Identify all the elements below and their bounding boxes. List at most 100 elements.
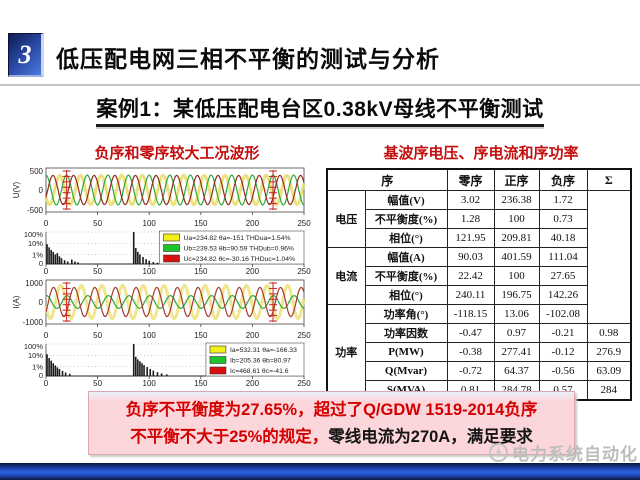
svg-text:50: 50 bbox=[93, 219, 102, 228]
svg-text:150: 150 bbox=[194, 219, 208, 228]
table-row: P(MW) -0.38 277.41 -0.12 276.9 bbox=[327, 342, 632, 362]
table-cell: -0.21 bbox=[538, 323, 588, 343]
table-cell: 3.02 bbox=[446, 190, 495, 210]
sum-cell: 0.98 bbox=[586, 323, 632, 343]
table-cell: 142.26 bbox=[538, 285, 588, 305]
table-header: 零序 bbox=[446, 168, 495, 191]
svg-text:150: 150 bbox=[194, 379, 208, 388]
svg-text:1000: 1000 bbox=[25, 279, 43, 288]
voltage-spectrum: 100%10%1%0Ua=234.82 θa=-151 THDua=1.54%U… bbox=[24, 230, 311, 276]
table-cell: 240.11 bbox=[446, 285, 495, 305]
svg-text:Ua=234.82 θa=-151 THDua=1.54%: Ua=234.82 θa=-151 THDua=1.54% bbox=[184, 235, 291, 242]
svg-text:10%: 10% bbox=[28, 239, 43, 248]
svg-text:200: 200 bbox=[246, 379, 260, 388]
conclusion-line2-red-text: 不平衡不大于25%的规定， bbox=[130, 428, 329, 446]
header-divider bbox=[0, 84, 640, 86]
svg-text:50: 50 bbox=[93, 267, 102, 276]
table-row: 电压 幅值(V) 3.02 236.38 1.72 bbox=[326, 190, 632, 324]
svg-text:500: 500 bbox=[30, 167, 44, 176]
table-cell: 121.95 bbox=[446, 228, 495, 248]
row-label: 相位(°) bbox=[364, 228, 448, 248]
sequence-table-title: 基波序电压、序电流和序功率 bbox=[383, 145, 579, 162]
table-cell: 401.59 bbox=[493, 247, 540, 267]
svg-text:50: 50 bbox=[93, 379, 102, 388]
case-subtitle-row: 案例1：某低压配电台区0.38kV母线不平衡测试 bbox=[0, 93, 640, 127]
table-header: Σ bbox=[586, 168, 632, 191]
svg-text:100%: 100% bbox=[24, 342, 44, 351]
row-label: 不平衡度(%) bbox=[364, 266, 448, 286]
voltage-spectrum-chart: 100% 10% 1% 0 Ua=234.82 θa=-151 THDua=1.54% U… bbox=[10, 230, 318, 276]
bottom-bar bbox=[0, 463, 640, 480]
svg-text:-500: -500 bbox=[27, 206, 44, 215]
table-cell: 100 bbox=[493, 266, 540, 286]
current-spectrum-chart: 100% 10% 1% 0 Ia=532.31 θa=-166.33 Ib=205.36 … bbox=[10, 342, 318, 388]
table-cell: -102.08 bbox=[538, 304, 588, 324]
current-spectrum-legend: Ia=532.31 θa=-166.33 Ib=205.36 θb=80.97 Ic… bbox=[205, 342, 305, 377]
conclusion-line2: 不平衡不大于25%的规定，零线电流为270A，满足要求 bbox=[89, 424, 574, 451]
table-cell: 196.75 bbox=[493, 285, 540, 305]
svg-text:250: 250 bbox=[297, 331, 311, 340]
row-label: Q(Mvar) bbox=[364, 361, 448, 381]
svg-text:Ib=205.36 θb=80.97: Ib=205.36 θb=80.97 bbox=[230, 358, 291, 365]
row-label: 幅值(A) bbox=[364, 247, 448, 267]
table-row: 不平衡度(%) 1.28 100 0.73 bbox=[327, 209, 631, 229]
svg-text:200: 200 bbox=[246, 219, 260, 228]
table-cell: -118.15 bbox=[446, 304, 495, 324]
svg-text:Ub=239.53 θb=90.59 THDub=0.96%: Ub=239.53 θb=90.59 THDub=0.96% bbox=[184, 246, 294, 253]
table-cell: 236.38 bbox=[493, 190, 540, 210]
voltage-spectrum-legend: Ua=234.82 θa=-151 THDua=1.54% Ub=239.53 θ… bbox=[159, 230, 305, 265]
table-cell: 111.04 bbox=[538, 247, 588, 267]
table-cell: 1.28 bbox=[446, 209, 495, 229]
svg-text:100: 100 bbox=[143, 331, 157, 340]
svg-text:0: 0 bbox=[39, 298, 44, 307]
sum-blank-cell bbox=[586, 190, 632, 324]
svg-text:150: 150 bbox=[194, 331, 208, 340]
watermark-logo-icon bbox=[489, 443, 508, 462]
sequence-table: 序零序 正序 负序 Σ 电压 幅值(V) 3.02 236.38 1.72 不平衡度(%) 1.28… bbox=[326, 168, 632, 401]
table-cell: 209.81 bbox=[493, 228, 540, 248]
svg-text:0: 0 bbox=[44, 379, 49, 388]
table-cell: -0.47 bbox=[446, 323, 495, 343]
table-cell: -0.72 bbox=[446, 361, 495, 381]
table-cell: -0.12 bbox=[538, 342, 588, 362]
table-header: 负序 bbox=[538, 168, 588, 191]
row-label: 相位(°) bbox=[364, 285, 448, 305]
voltage-waveform-chart: U(V) 500 0 -500 0 50 100 150 200 250 bbox=[10, 165, 318, 229]
conclusion-line2-black-text: 零线电流为270A，满足要求 bbox=[328, 428, 533, 446]
sum-cell: 284 bbox=[586, 380, 632, 401]
table-row: 电流 幅值(A) 90.03 401.59 111.04 bbox=[326, 247, 631, 305]
svg-text:0: 0 bbox=[44, 267, 49, 276]
table-cell: 13.06 bbox=[493, 304, 540, 324]
conclusion-line1: 负序不平衡度为27.65%，超过了Q/GDW 1519-2014负序 bbox=[89, 397, 574, 424]
slide-title: 低压配电网三相不平衡的测试与分析 bbox=[56, 46, 440, 72]
table-header-row: 序零序 正序 负序 Σ bbox=[326, 168, 632, 191]
svg-text:1%: 1% bbox=[32, 362, 43, 371]
svg-text:100: 100 bbox=[143, 267, 157, 276]
table-cell: 100 bbox=[493, 209, 540, 229]
svg-text:50: 50 bbox=[93, 331, 102, 340]
table-cell: 1.72 bbox=[538, 190, 588, 210]
waveform-panel: 负序和零序较大工况波形 U(V) 500 0 -500 0 50 100 150 200 250 … bbox=[10, 142, 318, 389]
table-header: 正序 bbox=[493, 168, 540, 191]
table-cell: 277.41 bbox=[493, 342, 540, 362]
svg-text:250: 250 bbox=[297, 219, 311, 228]
watermark-text: 电力系统自动化 bbox=[512, 445, 638, 464]
conclusion-line1-text: 负序不平衡度为27.65%，超过了Q/GDW 1519-2014负序 bbox=[125, 401, 538, 419]
svg-text:0: 0 bbox=[44, 219, 49, 228]
table-cell: 27.65 bbox=[538, 266, 588, 286]
group-label: 功率 bbox=[326, 304, 366, 401]
svg-text:200: 200 bbox=[246, 267, 260, 276]
row-label: P(MW) bbox=[364, 342, 448, 362]
svg-text:0: 0 bbox=[44, 331, 49, 340]
svg-text:100: 100 bbox=[143, 219, 157, 228]
svg-text:250: 250 bbox=[297, 267, 311, 276]
table-cell: 0.73 bbox=[538, 209, 588, 229]
sequence-table-panel: 基波序电压、序电流和序功率 序零序 正序 负序 Σ 电压 幅值(V) 3.02 236.38 1… bbox=[326, 142, 636, 401]
table-cell: 40.18 bbox=[538, 228, 588, 248]
table-row: 功率因数 -0.47 0.97 -0.21 0.98 bbox=[327, 323, 632, 343]
group-label: 电流 bbox=[326, 247, 366, 305]
waveform-panel-title: 负序和零序较大工况波形 bbox=[94, 145, 260, 162]
